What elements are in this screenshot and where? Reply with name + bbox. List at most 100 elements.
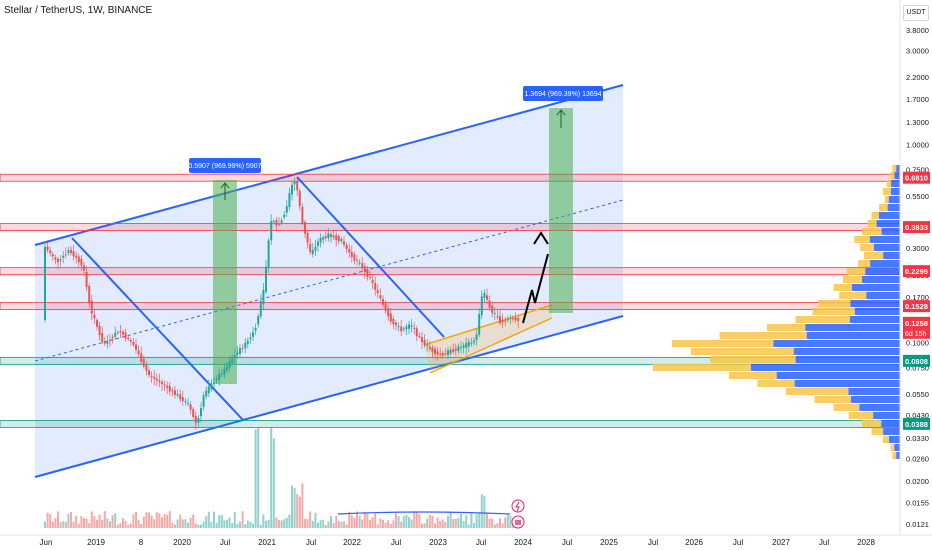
price-tick-label: 2.2000	[906, 73, 929, 82]
volume-bar	[54, 518, 57, 528]
time-tick-label: 2027	[772, 538, 790, 547]
candle-body	[119, 331, 122, 333]
candle-body	[213, 382, 215, 384]
volume-bar	[77, 523, 80, 528]
price-tick-label: 0.0260	[906, 454, 929, 463]
measure-box-2[interactable]	[549, 108, 573, 313]
level-zone[interactable]	[0, 223, 901, 231]
price-tick-label: 0.0550	[906, 390, 929, 399]
volume-bar	[75, 515, 78, 528]
downtrend-line-1[interactable]	[71, 237, 244, 421]
volume-profile-bar-down	[672, 340, 774, 347]
wedge-lower-line[interactable]	[429, 317, 553, 374]
candle-body	[488, 300, 491, 308]
volume-bar	[335, 515, 338, 528]
downtrend-line-2[interactable]	[296, 176, 445, 338]
volume-bar	[431, 515, 434, 528]
volume-bar	[317, 522, 319, 528]
candle-body	[62, 255, 65, 258]
candle-body	[44, 246, 46, 320]
volume-bar	[493, 524, 496, 528]
candle-body	[337, 236, 340, 242]
candle-body	[402, 328, 405, 330]
volume-profile-bar-down	[848, 412, 874, 419]
event-icon[interactable]	[511, 499, 525, 513]
candle-body	[51, 254, 54, 257]
volume-profile-bar-down	[767, 324, 806, 331]
volume-profile-bar-up	[805, 324, 900, 331]
level-price-label: 0.6810	[905, 174, 928, 183]
lightning-icon	[515, 501, 520, 512]
candle-body	[220, 373, 223, 375]
candle-body	[166, 385, 169, 388]
measure-label-box	[523, 86, 603, 101]
volume-bar	[114, 513, 117, 528]
volume-bar	[384, 522, 387, 528]
volume-profile-bar-up	[773, 340, 900, 347]
volume-bar	[363, 511, 366, 528]
volume-bar	[200, 524, 202, 528]
volume-profile-bar-up	[873, 412, 900, 419]
volume-profile-bar-up	[878, 212, 900, 219]
candle-body	[322, 237, 325, 240]
time-tick-label: 2019	[87, 538, 105, 547]
volume-bar	[171, 522, 174, 528]
candle-body	[335, 235, 338, 241]
volume-bar	[345, 524, 348, 528]
candle-body	[153, 376, 156, 379]
volume-bar	[366, 513, 369, 528]
channel-lower-line[interactable]	[34, 315, 624, 478]
volume-bar	[369, 520, 371, 528]
price-tick-label: 0.3000	[906, 244, 929, 253]
volume-profile-bar-down	[892, 452, 897, 459]
volume-bar	[215, 522, 218, 528]
candle-body	[96, 320, 98, 327]
volume-profile-bar-down	[871, 428, 884, 435]
candle-body	[311, 249, 314, 255]
candle-body	[356, 259, 358, 261]
candle-body	[449, 349, 452, 354]
volume-bar	[392, 520, 395, 528]
candle-body	[176, 393, 179, 396]
candle-body	[353, 254, 356, 261]
volume-bar	[402, 516, 405, 528]
time-tick-label: 2025	[600, 538, 618, 547]
currency-button[interactable]: USDT	[903, 5, 929, 21]
volume-bar	[111, 515, 114, 528]
projection-path[interactable]	[522, 253, 549, 324]
measure-label: 1.3694 (969.39%) 13694	[524, 91, 601, 98]
time-tick-label: 2026	[685, 538, 703, 547]
price-tick-label: 0.1700	[906, 293, 929, 302]
level-zone[interactable]	[0, 419, 901, 428]
candle-body	[327, 233, 330, 239]
candle-body	[150, 375, 153, 377]
wedge-upper-line[interactable]	[423, 304, 553, 346]
price-tick-label: 0.7500	[906, 165, 929, 174]
volume-bar	[382, 519, 384, 528]
candle-body	[124, 332, 127, 339]
volume-profile-bar-up	[750, 364, 900, 371]
volume-bar	[252, 523, 254, 528]
candle-body	[236, 352, 239, 355]
candle-body	[376, 289, 379, 294]
candle-body	[207, 386, 210, 394]
price-tick-label: 1.0000	[906, 141, 929, 150]
volume-bar	[116, 524, 119, 528]
volume-profile-bar-down	[843, 276, 862, 283]
volume-profile-bar-up	[861, 276, 900, 283]
volume-bar	[340, 521, 343, 528]
level-price-label: 0.0388	[905, 420, 928, 429]
volume-bar	[202, 521, 205, 528]
measure-label: 0.5907 (969.99%) 5907	[188, 163, 261, 170]
volume-bar	[462, 521, 465, 528]
level-zone[interactable]	[0, 173, 901, 182]
volume-bar	[371, 517, 374, 528]
channel-upper-line[interactable]	[34, 84, 624, 246]
candle-body	[161, 381, 163, 385]
level-zone[interactable]	[0, 267, 901, 276]
candle-body	[369, 276, 371, 278]
measure-box-1[interactable]	[213, 180, 237, 384]
volume-bar	[436, 517, 439, 528]
candle-body	[194, 416, 197, 423]
